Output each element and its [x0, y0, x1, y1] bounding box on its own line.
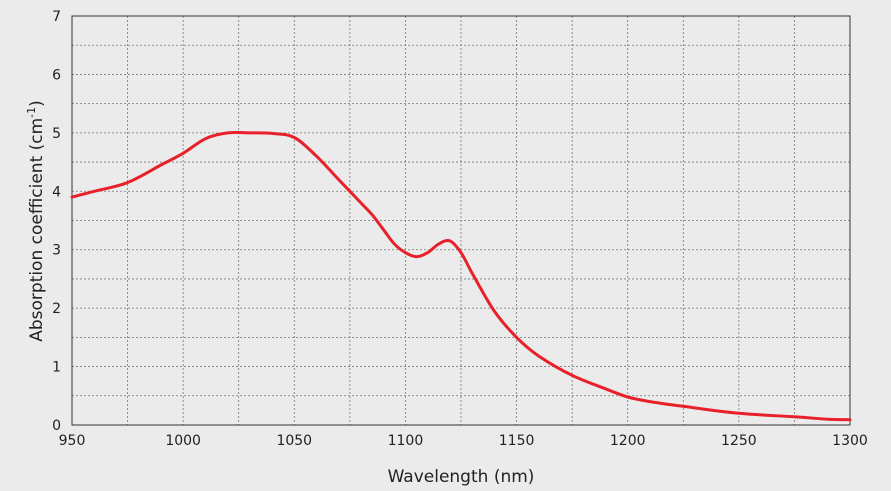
y-axis-title-close: ) — [27, 100, 47, 107]
plot-border — [71, 15, 851, 426]
y-tick-label: 3 — [52, 243, 61, 259]
x-tick-label: 1050 — [276, 433, 312, 449]
absorption-curve — [70, 130, 852, 422]
x-tick-label: 1200 — [610, 433, 646, 449]
x-tick-label: 1300 — [832, 433, 868, 449]
y-tick-label: 5 — [52, 126, 61, 142]
y-axis-title-main: Absorption coefficient (cm — [27, 118, 47, 342]
x-tick-labels: 950 1000 1050 1100 1150 1200 1250 1300 — [59, 433, 868, 449]
y-tick-labels: 0 1 2 3 4 5 6 7 — [52, 9, 61, 434]
y-tick-label: 6 — [52, 67, 61, 83]
x-tick-label: 950 — [59, 433, 86, 449]
y-tick-label: 0 — [52, 418, 61, 434]
y-tick-label: 7 — [52, 9, 61, 25]
y-tick-label: 1 — [52, 360, 61, 376]
y-axis-title-sup: -1 — [25, 107, 38, 118]
x-tick-label: 1100 — [388, 433, 424, 449]
x-tick-label: 1000 — [165, 433, 201, 449]
x-tick-label: 1250 — [721, 433, 757, 449]
y-tick-label: 4 — [52, 184, 61, 200]
y-axis-title: Absorption coefficient (cm-1) — [25, 100, 47, 342]
x-axis-title: Wavelength (nm) — [388, 467, 535, 487]
x-tick-label: 1150 — [499, 433, 535, 449]
grid-lines — [72, 16, 850, 425]
y-tick-label: 2 — [52, 301, 61, 317]
